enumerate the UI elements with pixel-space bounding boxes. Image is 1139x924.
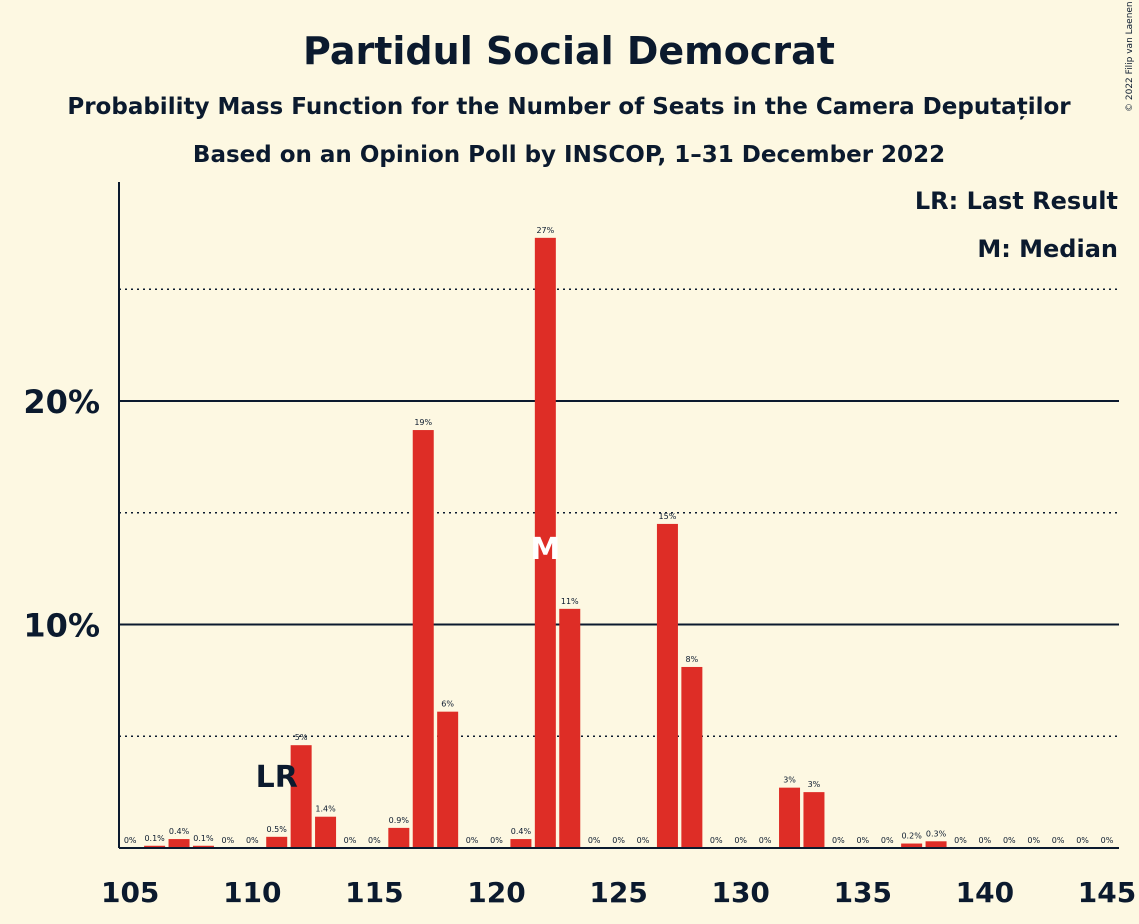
bar-value-label: 0%: [1027, 836, 1040, 845]
bar-value-label: 0%: [246, 836, 259, 845]
bar-value-label: 0.1%: [144, 834, 165, 843]
median-marker: M: [530, 532, 560, 567]
bar-value-label: 0%: [588, 836, 601, 845]
bar-value-label: 0.4%: [169, 827, 190, 836]
bar-labels: 0% 0.1%0.4%0.1% 0% 0%0.5%5%1.4%0% 0%0.9%19%6…: [124, 226, 1114, 845]
x-ticks: 105 110 115 120 125 130 135 140 145: [101, 876, 1136, 909]
bar-value-label: 0.5%: [267, 825, 288, 834]
y-tick-label: 20%: [23, 383, 100, 421]
bar-value-label: 0.1%: [193, 834, 214, 843]
bar-value-label: 0.4%: [511, 827, 532, 836]
bar-value-label: 0%: [344, 836, 357, 845]
bar: [559, 608, 581, 848]
bar: [510, 839, 532, 848]
bar-value-label: 0%: [1101, 836, 1114, 845]
bars: [144, 237, 947, 849]
x-tick-label: 110: [223, 876, 281, 909]
y-tick-label: 10%: [23, 607, 100, 645]
bar: [388, 827, 410, 848]
bar: [534, 237, 556, 849]
bar: [168, 839, 190, 848]
bar: [192, 845, 214, 848]
bar: [803, 792, 825, 848]
bar: [681, 666, 703, 848]
bar-value-label: 0%: [759, 836, 772, 845]
bar-value-label: 3%: [783, 776, 796, 785]
bar: [412, 430, 434, 848]
bar-value-label: 0%: [954, 836, 967, 845]
gridlines: [119, 288, 1119, 738]
x-tick-label: 120: [467, 876, 525, 909]
bar-value-label: 5%: [295, 733, 308, 742]
bar: [925, 841, 947, 848]
bar-value-label: 0%: [466, 836, 479, 845]
bar-value-label: 19%: [414, 418, 432, 427]
bar: [315, 816, 337, 848]
x-tick-label: 140: [956, 876, 1014, 909]
bar-value-label: 0.9%: [389, 816, 410, 825]
bar: [144, 845, 166, 848]
chart-subtitle: Probability Mass Function for the Number…: [67, 94, 1071, 120]
x-tick-label: 135: [834, 876, 892, 909]
bar-value-label: 6%: [441, 700, 454, 709]
bar-value-label: 0%: [979, 836, 992, 845]
bar-value-label: 0%: [490, 836, 503, 845]
bar-value-label: 15%: [659, 512, 677, 521]
markers: LR M: [256, 532, 561, 795]
x-tick-label: 145: [1078, 876, 1136, 909]
bar-value-label: 0%: [612, 836, 625, 845]
x-tick-label: 105: [101, 876, 159, 909]
bar-value-label: 8%: [686, 655, 699, 664]
bar-value-label: 27%: [536, 226, 554, 235]
bar-value-label: 0%: [222, 836, 235, 845]
bar-value-label: 0%: [734, 836, 747, 845]
bar-value-label: 3%: [808, 780, 821, 789]
bar-value-label: 0%: [1076, 836, 1089, 845]
copyright: © 2022 Filip van Laenen: [1125, 1, 1135, 112]
legend-median: M: Median: [977, 235, 1118, 263]
bar-value-label: 0.2%: [901, 832, 922, 841]
last-result-marker: LR: [256, 760, 298, 795]
chart-subtitle-poll: Based on an Opinion Poll by INSCOP, 1–31…: [193, 142, 945, 168]
bar-value-label: 0%: [856, 836, 869, 845]
x-tick-label: 115: [345, 876, 403, 909]
bar: [901, 843, 923, 848]
bar-value-label: 0%: [368, 836, 381, 845]
bar-value-label: 0%: [637, 836, 650, 845]
x-tick-label: 130: [711, 876, 769, 909]
bar: [437, 711, 459, 848]
bar-value-label: 0%: [881, 836, 894, 845]
x-tick-label: 125: [589, 876, 647, 909]
chart-title: Partidul Social Democrat: [303, 29, 835, 73]
bar-value-label: 11%: [561, 597, 579, 606]
bar: [266, 836, 288, 848]
bar-value-label: 0%: [1052, 836, 1065, 845]
bar: [290, 745, 312, 848]
bar-value-label: 1.4%: [315, 805, 336, 814]
bar: [779, 787, 801, 848]
bar-value-label: 0.3%: [926, 829, 947, 838]
bar-value-label: 0%: [832, 836, 845, 845]
y-ticks: 10% 20%: [23, 383, 100, 645]
bar: [656, 523, 678, 848]
bar-value-label: 0%: [1003, 836, 1016, 845]
bar-value-label: 0%: [710, 836, 723, 845]
legend-last-result: LR: Last Result: [915, 187, 1118, 215]
bar-value-label: 0%: [124, 836, 137, 845]
